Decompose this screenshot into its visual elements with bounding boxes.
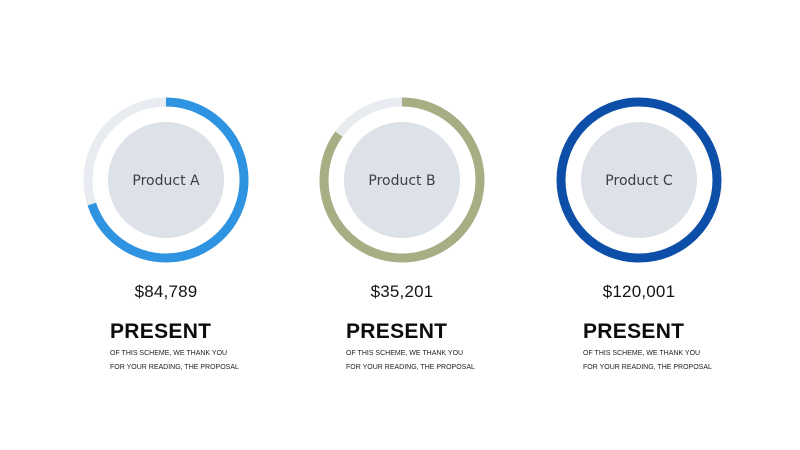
caption-line: OF THIS SCHEME, WE THANK YOU [110, 350, 228, 357]
caption-text: OF THIS SCHEME, WE THANK YOU FOR YOUR RE… [346, 347, 546, 375]
caption-line: OF THIS SCHEME, WE THANK YOU [346, 350, 464, 357]
donut-center-label: Product A [132, 173, 200, 189]
donut-progress-arc [319, 97, 485, 263]
caption-line: FOR YOUR READING, THE PROPOSAL [346, 364, 475, 371]
donut-center-label: Product B [368, 173, 435, 189]
caption-text: OF THIS SCHEME, WE THANK YOU FOR YOUR RE… [583, 347, 783, 375]
donut-center [344, 122, 460, 238]
product-card-a: Product A $84,789 PRESENT OF THIS SCHEME… [48, 0, 284, 450]
donut-chart-b: Product B [319, 97, 485, 263]
donut-center [581, 122, 697, 238]
donut-center-label: Product C [605, 173, 673, 189]
product-card-b: Product B $35,201 PRESENT OF THIS SCHEME… [284, 0, 520, 450]
caption-line: FOR YOUR READING, THE PROPOSAL [110, 364, 239, 371]
caption-text: OF THIS SCHEME, WE THANK YOU FOR YOUR RE… [110, 347, 310, 375]
product-value: $35,201 [370, 282, 434, 301]
donut-chart-c: Product C [556, 97, 722, 263]
donut-chart-a: Product A [83, 97, 249, 263]
product-value: $120,001 [602, 282, 676, 301]
caption-heading: PRESENT [583, 320, 685, 343]
caption-heading: PRESENT [346, 320, 448, 343]
caption-line: OF THIS SCHEME, WE THANK YOU [583, 350, 701, 357]
donut-progress-arc [87, 97, 249, 263]
caption-heading: PRESENT [110, 320, 212, 343]
donut-center [108, 122, 224, 238]
product-card-c: Product C $120,001 PRESENT OF THIS SCHEM… [521, 0, 757, 450]
caption-line: FOR YOUR READING, THE PROPOSAL [583, 364, 712, 371]
donut-progress-arc [556, 97, 722, 263]
product-value: $84,789 [134, 282, 198, 301]
